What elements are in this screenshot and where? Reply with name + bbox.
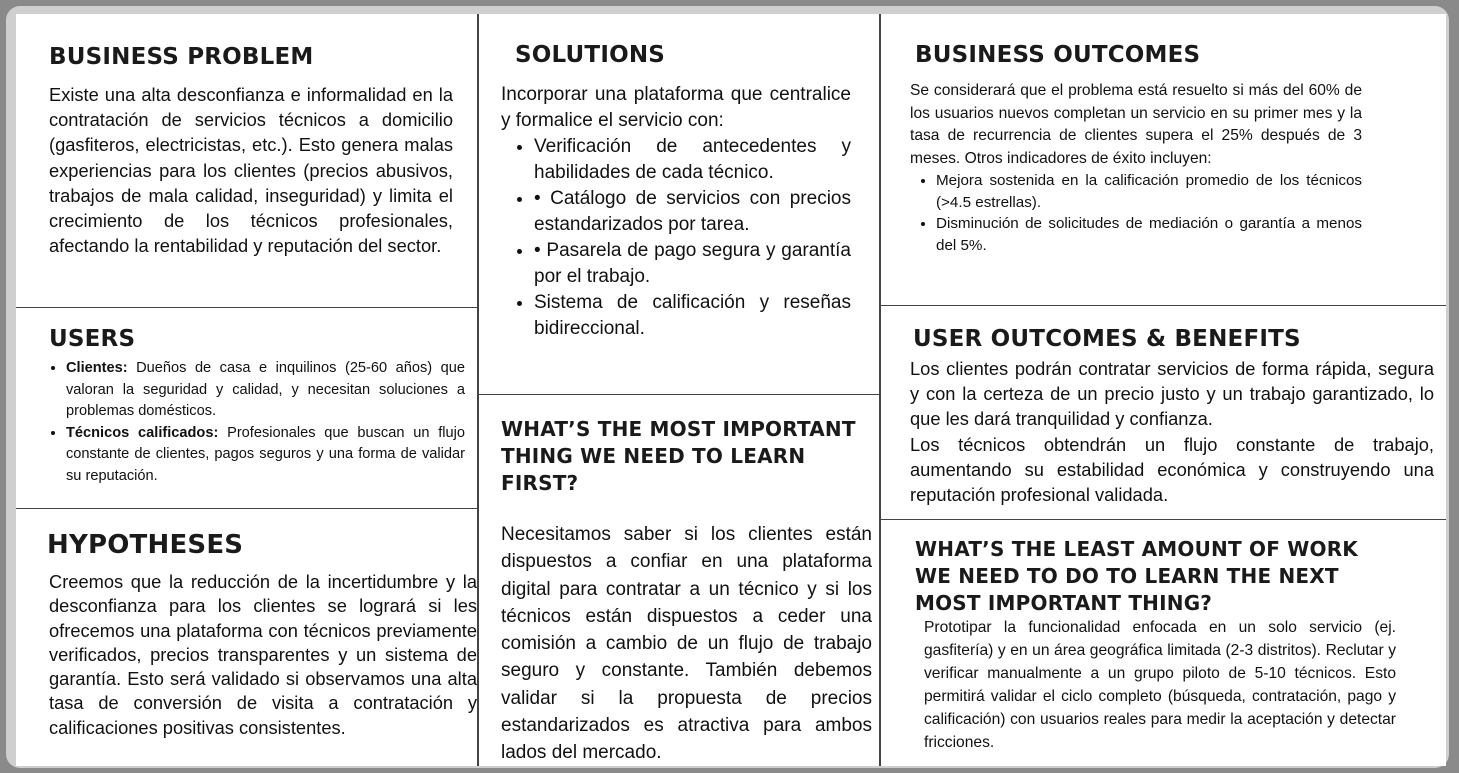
list-item: Sistema de calificación y reseñas bidire… bbox=[534, 290, 851, 342]
divider bbox=[880, 305, 1446, 306]
section-title: USERS bbox=[49, 326, 136, 352]
least-work-text: Prototipar la funcionalidad enfocada en … bbox=[924, 619, 1396, 751]
users-section: USERS Clientes: Dueños de casa e inquili… bbox=[49, 326, 465, 504]
section-title: WHAT’S THE LEAST AMOUNT OF WORK WE NEED … bbox=[915, 537, 1358, 615]
lean-ux-canvas: BUSINESS PROBLEM Existe una alta desconf… bbox=[16, 14, 1446, 766]
list-item: • Pasarela de pago segura y garantía por… bbox=[534, 238, 851, 290]
business-problem-section: BUSINESS PROBLEM Existe una alta desconf… bbox=[49, 44, 453, 304]
user-type-label: Técnicos calificados: bbox=[66, 424, 219, 441]
section-title: USER OUTCOMES & BENEFITS bbox=[913, 326, 1301, 352]
user-outcomes-clients: Los clientes podrán contratar servicios … bbox=[910, 358, 1434, 430]
solutions-section: SOLUTIONS Incorporar una plataforma que … bbox=[501, 42, 851, 387]
list-item: Clientes: Dueños de casa e inquilinos (2… bbox=[66, 358, 465, 423]
list-item: • Catálogo de servicios con precios esta… bbox=[534, 186, 851, 238]
solutions-intro: Incorporar una plataforma que centralice… bbox=[501, 84, 851, 131]
divider bbox=[477, 14, 479, 766]
divider bbox=[879, 14, 881, 766]
learn-first-text: Necesitamos saber si los clientes están … bbox=[501, 524, 872, 762]
section-title: BUSINESS PROBLEM bbox=[49, 44, 314, 70]
user-description: Profesionales que buscan un flujo consta… bbox=[66, 424, 465, 484]
business-outcomes-text: Se considerará que el problema está resu… bbox=[910, 82, 1362, 167]
least-work-section: WHAT’S THE LEAST AMOUNT OF WORK WE NEED … bbox=[915, 536, 1401, 762]
divider bbox=[880, 519, 1446, 520]
users-list: Clientes: Dueños de casa e inquilinos (2… bbox=[49, 358, 465, 488]
divider bbox=[16, 508, 478, 509]
business-problem-text: Existe una alta desconfianza e informali… bbox=[49, 84, 453, 257]
learn-first-section: WHAT’S THE MOST IMPORTANT THING WE NEED … bbox=[501, 416, 875, 762]
user-description: Dueños de casa e inquilinos (25-60 años)… bbox=[66, 360, 465, 420]
user-outcomes-technicians: Los técnicos obtendrán un flujo constant… bbox=[910, 433, 1434, 506]
user-outcomes-section: USER OUTCOMES & BENEFITS Los clientes po… bbox=[910, 326, 1434, 516]
list-item: Verificación de antecedentes y habilidad… bbox=[534, 134, 851, 186]
solutions-list: Verificación de antecedentes y habilidad… bbox=[501, 134, 851, 342]
hypotheses-section: HYPOTHESES Creemos que la reducción de l… bbox=[47, 530, 477, 760]
canvas-frame: BUSINESS PROBLEM Existe una alta desconf… bbox=[6, 6, 1449, 768]
section-title: SOLUTIONS bbox=[515, 42, 666, 68]
section-title: WHAT’S THE MOST IMPORTANT THING WE NEED … bbox=[501, 417, 856, 495]
list-item: Técnicos calificados: Profesionales que … bbox=[66, 423, 465, 488]
list-item: Disminución de solicitudes de mediación … bbox=[936, 213, 1362, 256]
section-title: HYPOTHESES bbox=[47, 530, 244, 560]
hypotheses-text: Creemos que la reducción de la incertidu… bbox=[49, 571, 477, 738]
business-outcomes-section: BUSINESS OUTCOMES Se considerará que el … bbox=[910, 42, 1362, 302]
divider bbox=[16, 307, 478, 308]
section-title: BUSINESS OUTCOMES bbox=[915, 42, 1201, 68]
list-item: Mejora sostenida en la calificación prom… bbox=[936, 170, 1362, 213]
business-outcomes-list: Mejora sostenida en la calificación prom… bbox=[910, 170, 1362, 256]
divider bbox=[478, 394, 880, 395]
user-type-label: Clientes: bbox=[66, 360, 128, 376]
